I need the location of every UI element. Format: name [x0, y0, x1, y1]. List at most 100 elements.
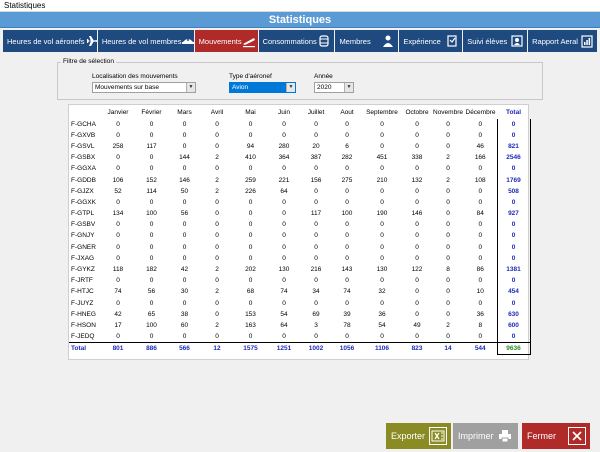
table-row[interactable]: F-JEDQ 0 0 0 0 0 0 0 0 0 0 0 0 0 — [69, 331, 531, 343]
month-cell: 146 — [179, 176, 190, 184]
table-row[interactable]: F-GTPL 134 100 56 0 0 0 117 100 190 146 0 84 927 — [69, 208, 531, 220]
month-cell: 190 — [376, 210, 388, 218]
month-cell: 387 — [310, 154, 322, 162]
table-row[interactable]: F-HTJC 74 56 30 2 68 74 34 74 32 0 0 10 454 — [69, 286, 531, 298]
column-header[interactable]: Juillet — [307, 108, 325, 116]
month-cell: 0 — [446, 221, 450, 229]
tab-label: Expérience — [403, 36, 441, 46]
month-cell: 0 — [149, 332, 154, 340]
table-row[interactable]: F-HNEG 42 65 38 0 153 54 69 39 36 0 0 36 630 — [69, 309, 531, 321]
month-cell: 30 — [180, 288, 189, 296]
aircraft-registration: F-GSBV — [71, 221, 96, 229]
month-cell: 0 — [345, 232, 349, 240]
table-row[interactable]: F-GSBV 0 0 0 0 0 0 0 0 0 0 0 0 0 — [69, 219, 531, 231]
aircraft-registration: F-GSBX — [71, 154, 96, 162]
tab-mouvements[interactable]: Mouvements — [194, 30, 258, 52]
table-row[interactable]: F-GDDB 106 152 146 2 259 221 156 275 210 132 2 108 17… — [69, 174, 531, 187]
month-total-cell: 823 — [402, 342, 432, 355]
table-row[interactable]: F-JUYZ 0 0 0 0 0 0 0 0 0 0 0 0 0 — [69, 298, 531, 310]
month-cell: 0 — [446, 288, 450, 296]
aircraft-type-select[interactable]: Avion ▼ — [229, 82, 296, 93]
month-cell: 0 — [446, 232, 450, 240]
month-cell: 0 — [415, 187, 419, 195]
tab-heures-vol-membres[interactable]: Heures de vol membres — [97, 30, 194, 52]
tab-rapport-aeral[interactable]: Rapport Aeral — [528, 30, 597, 52]
column-header[interactable]: Total — [505, 108, 522, 116]
month-cell: 0 — [116, 131, 120, 139]
tab-experience[interactable]: Expérience — [399, 30, 463, 52]
month-cell: 0 — [415, 198, 419, 206]
month-cell: 0 — [314, 198, 318, 206]
table-row[interactable]: F-GSVL 258 117 0 0 94 280 20 6 0 0 0 46 821 — [69, 141, 531, 153]
column-header[interactable]: Avril — [210, 108, 224, 116]
column-header[interactable]: Novembre — [433, 108, 463, 116]
month-cell: 0 — [415, 142, 419, 150]
report-icon — [580, 34, 594, 48]
table-row[interactable]: F-GNER 0 0 0 0 0 0 0 0 0 0 0 0 0 — [69, 242, 531, 254]
month-total-cell: 1056 — [332, 342, 362, 355]
table-row[interactable]: F-GXVB 0 0 0 0 0 0 0 0 0 0 0 0 0 — [69, 130, 531, 142]
close-button[interactable]: Fermer — [522, 423, 590, 449]
month-cell: 8 — [478, 321, 483, 329]
month-cell: 0 — [380, 165, 384, 173]
tab-suivi-eleves[interactable]: Suivi élèves — [463, 30, 528, 52]
tab-membres[interactable]: Membres — [335, 30, 399, 52]
month-cell: 0 — [446, 299, 450, 307]
table-row[interactable]: F-GYKZ 118 182 42 2 202 130 216 143 130 122 8 86 1381 — [69, 264, 531, 276]
month-cell: 0 — [314, 332, 318, 340]
members-icon — [381, 34, 395, 48]
month-cell: 56 — [180, 210, 189, 218]
table-row[interactable]: F-GJZX 52 114 50 2 226 64 0 0 0 0 0 0 508 — [69, 186, 531, 198]
column-header[interactable]: Aout — [340, 108, 354, 116]
column-header[interactable]: Février — [141, 108, 162, 116]
table-row[interactable]: F-JRTF 0 0 0 0 0 0 0 0 0 0 0 0 0 — [69, 275, 531, 287]
month-cell: 0 — [380, 187, 384, 195]
column-header[interactable]: Septembre — [366, 108, 398, 116]
print-button[interactable]: Imprimer — [453, 423, 518, 449]
tab-heures-vol-aeronefs[interactable]: Heures de vol aéronefs — [3, 30, 97, 52]
table-row[interactable]: F-GGXA 0 0 0 0 0 0 0 0 0 0 0 0 0 — [69, 163, 531, 175]
month-cell: 0 — [149, 243, 154, 251]
row-total-cell: 0 — [496, 331, 531, 343]
row-total-cell: 0 — [496, 197, 531, 209]
location-select[interactable]: Mouvements sur base ▼ — [92, 82, 196, 93]
column-header[interactable]: Décembre — [465, 108, 496, 116]
column-header[interactable]: Mai — [245, 108, 256, 116]
aircraft-registration: F-GNER — [71, 243, 96, 251]
month-cell: 163 — [245, 321, 256, 329]
month-cell: 0 — [478, 299, 483, 307]
month-cell: 0 — [314, 299, 318, 307]
table-row[interactable]: F-HSON 17 100 60 2 163 64 3 78 54 49 2 8 600 — [69, 320, 531, 332]
table-row[interactable]: F-GGXK 0 0 0 0 0 0 0 0 0 0 0 0 0 — [69, 197, 531, 209]
movements-grid[interactable]: Janvier Février Mars Avril Mai Juin Juillet Aou… — [68, 104, 531, 360]
year-select[interactable]: 2020 ▼ — [314, 82, 354, 93]
tab-consommations[interactable]: Consommations — [258, 30, 335, 52]
table-header-row: Janvier Février Mars Avril Mai Juin Juillet Aou… — [69, 105, 530, 119]
student-icon — [510, 34, 524, 48]
table-row[interactable]: F-GCHA 0 0 0 0 0 0 0 0 0 0 0 0 0 — [69, 119, 531, 131]
column-header[interactable]: Juin — [278, 108, 290, 116]
table-row[interactable]: F-GNJY 0 0 0 0 0 0 0 0 0 0 0 0 0 — [69, 230, 531, 243]
table-row[interactable]: F-JXAG 0 0 0 0 0 0 0 0 0 0 0 0 0 — [69, 253, 531, 265]
month-cell: 0 — [248, 210, 253, 218]
aircraft-type-label: Type d'aéronef — [229, 73, 272, 80]
month-cell: 132 — [411, 176, 423, 184]
month-cell: 143 — [341, 266, 353, 274]
month-cell: 0 — [415, 165, 419, 173]
month-cell: 0 — [182, 221, 187, 229]
month-cell: 258 — [112, 142, 124, 150]
month-cell: 118 — [112, 266, 124, 274]
month-cell: 0 — [446, 254, 450, 262]
export-button[interactable]: Exporter — [386, 423, 451, 449]
month-cell: 0 — [215, 299, 219, 307]
month-cell: 0 — [215, 332, 219, 340]
month-cell: 0 — [182, 131, 187, 139]
column-header[interactable]: Mars — [177, 108, 192, 116]
month-cell: 0 — [380, 198, 384, 206]
table-row[interactable]: F-GSBX 0 0 144 2 410 364 387 282 451 338 2 166 2546 — [69, 152, 531, 164]
column-header[interactable]: Janvier — [107, 108, 129, 116]
column-header[interactable]: Octobre — [405, 108, 429, 116]
row-total-cell: 927 — [496, 208, 531, 220]
month-cell: 100 — [341, 210, 353, 218]
month-cell: 117 — [310, 210, 322, 218]
